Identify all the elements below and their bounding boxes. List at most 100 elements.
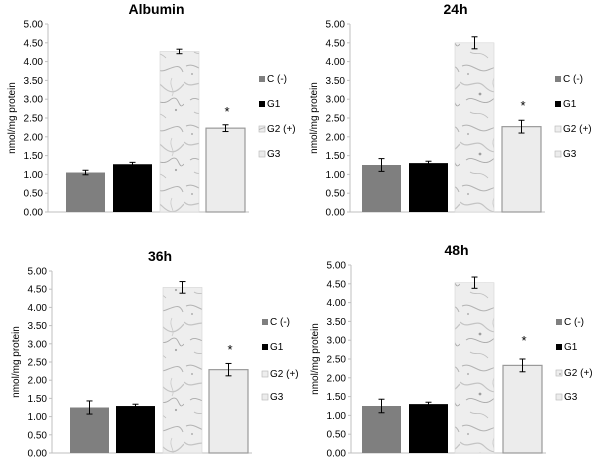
y-tick-label: 3.50	[326, 76, 346, 87]
y-tick-label: 5.00	[24, 20, 44, 31]
legend-swatch	[554, 125, 562, 133]
y-tick-label: 2.00	[24, 132, 44, 143]
legend-swatch	[555, 76, 561, 82]
y-tick-label: 1.50	[327, 392, 347, 403]
y-tick-label: 0.50	[327, 430, 347, 441]
chart-panel-1: Albumin nmol/mg protein 0.00 0.50 1.00 1.50 2.…	[7, 1, 296, 219]
y-tick-label: 1.00	[28, 412, 48, 423]
bar-g3	[208, 369, 249, 454]
y-tick-label: 4.00	[24, 57, 44, 68]
significance-marker: *	[227, 342, 232, 357]
y-tick-label: 3.00	[28, 339, 48, 350]
y-axis-label: nmol/mg protein	[310, 323, 321, 395]
y-tick-label: 3.50	[28, 321, 48, 332]
bar-g2	[162, 287, 203, 454]
y-tick-label: 4.00	[326, 57, 346, 68]
y-tick-label: 0.50	[326, 189, 346, 200]
legend-swatch	[262, 344, 268, 350]
y-tick-label: 1.50	[24, 151, 44, 162]
chart-title: 24h	[443, 1, 467, 17]
y-axis-label: nmol/mg protein	[309, 82, 320, 154]
legend-label: C (-)	[270, 317, 290, 328]
legend-swatch	[259, 76, 265, 82]
y-tick-label: 5.00	[326, 20, 346, 31]
legend-label: G2 (+)	[563, 124, 592, 135]
bar-g2	[454, 42, 495, 213]
y-tick-label: 4.50	[327, 279, 347, 290]
legend-label: G3	[270, 392, 284, 403]
y-tick-label: 1.00	[24, 170, 44, 181]
bar-c	[66, 172, 105, 212]
y-tick-label: 0.00	[24, 208, 44, 219]
legend-label: G3	[563, 149, 577, 160]
legend-swatch	[258, 150, 266, 158]
legend-swatch	[261, 393, 269, 401]
legend-label: C (-)	[563, 74, 583, 85]
y-tick-label: 2.50	[327, 355, 347, 366]
chart-title: Albumin	[129, 1, 185, 17]
bar-g1	[409, 163, 448, 212]
bar-g1	[113, 164, 152, 212]
legend-swatch	[261, 370, 269, 378]
legend-label: C (-)	[564, 317, 584, 328]
bar-g1	[116, 406, 155, 453]
chart-panel-3: 36h nmol/mg protein 0.00 0.50 1.00 1.50 2.00 2.…	[11, 248, 299, 459]
y-tick-label: 0.50	[28, 430, 48, 441]
y-tick-label: 4.00	[28, 303, 48, 314]
y-tick-label: 1.00	[326, 170, 346, 181]
y-tick-label: 2.50	[28, 358, 48, 369]
chart-panel-2: 24h nmol/mg protein 0.00 0.50 1.00 1.50 2.00 2.…	[309, 1, 592, 219]
legend-label: G1	[267, 99, 281, 110]
legend-swatch	[555, 369, 563, 377]
legend-swatch	[259, 101, 265, 107]
bar-g3	[502, 364, 543, 454]
legend-swatch	[555, 101, 561, 107]
legend-swatch	[555, 393, 563, 401]
y-tick-label: 5.00	[327, 261, 347, 272]
legend-label: G3	[267, 149, 281, 160]
y-tick-label: 3.00	[326, 95, 346, 106]
legend-label: C (-)	[267, 74, 287, 85]
legend-label: G2 (+)	[270, 369, 299, 380]
y-tick-label: 1.00	[327, 411, 347, 422]
y-tick-label: 0.00	[327, 449, 347, 459]
y-tick-label: 1.50	[326, 151, 346, 162]
chart-title: 48h	[444, 242, 468, 258]
y-tick-label: 2.00	[28, 376, 48, 387]
chart-panel-4: 48h nmol/mg protein 0.00 0.50 1.00 1.50 2.00 2.…	[310, 242, 593, 459]
y-tick-label: 0.00	[326, 208, 346, 219]
y-tick-label: 3.00	[327, 336, 347, 347]
y-tick-label: 3.50	[24, 76, 44, 87]
legend-label: G1	[564, 342, 578, 353]
y-tick-label: 0.50	[24, 189, 44, 200]
bar-c	[70, 407, 109, 453]
legend-label: G3	[564, 392, 578, 403]
legend-swatch	[556, 344, 562, 350]
bar-g1	[409, 404, 448, 453]
legend-swatch	[262, 319, 268, 325]
y-axis-label: nmol/mg protein	[11, 326, 22, 398]
significance-marker: *	[521, 333, 526, 348]
legend-swatch	[554, 150, 562, 158]
y-tick-label: 3.00	[24, 95, 44, 106]
legend-label: G2 (+)	[564, 368, 593, 379]
y-tick-label: 0.00	[28, 449, 48, 459]
bar-c	[362, 406, 401, 453]
y-tick-label: 2.00	[326, 132, 346, 143]
y-axis-label: nmol/mg protein	[7, 82, 18, 154]
legend-swatch	[258, 125, 266, 133]
bar-g3	[501, 126, 542, 213]
chart-title: 36h	[148, 248, 172, 264]
legend-label: G1	[270, 342, 284, 353]
bar-g2	[454, 282, 495, 454]
bar-c	[362, 165, 401, 212]
y-tick-label: 2.00	[327, 373, 347, 384]
significance-marker: *	[224, 104, 229, 119]
legend-swatch	[556, 319, 562, 325]
legend-label: G2 (+)	[267, 124, 296, 135]
y-tick-label: 3.50	[327, 317, 347, 328]
significance-marker: *	[520, 98, 525, 113]
legend-label: G1	[563, 99, 577, 110]
y-tick-label: 4.50	[326, 38, 346, 49]
